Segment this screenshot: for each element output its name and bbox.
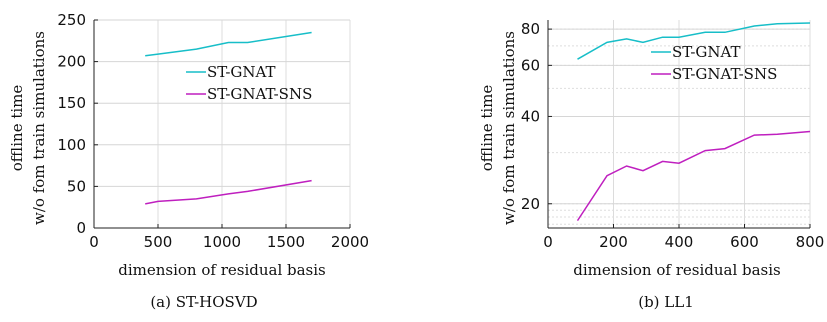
chart-b-xtick-label-2: 400	[665, 233, 694, 251]
chart-b-lines	[576, 22, 811, 222]
chart-b-ytick-label-1: 40	[521, 107, 540, 125]
chart-a-xtick-label-0: 0	[89, 233, 99, 251]
chart-a-ticks: 0 500 1000 1500 2000 0 50 100 150 200 250	[57, 11, 369, 251]
chart-b-series-st-gnat-line	[577, 22, 811, 60]
chart-a-grid	[93, 19, 351, 229]
chart-b-ytick-label-0: 20	[521, 195, 540, 213]
chart-a-legend: ST-GNAT ST-GNAT-SNS	[186, 63, 312, 103]
chart-a-ytick-label-2: 100	[57, 136, 86, 154]
chart-b-xtick-label-3: 600	[730, 233, 759, 251]
chart-a-lines	[145, 31, 312, 205]
chart-a: 0 500 1000 1500 2000 0 50 100 150 200 250 dimensio…	[8, 11, 369, 311]
chart-a-xtick-label-1: 500	[144, 233, 173, 251]
chart-b-xlabel: dimension of residual basis	[573, 261, 781, 279]
chart-a-ytick-label-3: 150	[57, 94, 86, 112]
chart-b-ticks: 0 200 400 600 800 20 40 60 80	[521, 20, 824, 251]
chart-a-xtick-label-3: 1500	[267, 233, 305, 251]
legend-label-st-gnat-a: ST-GNAT	[207, 63, 276, 81]
chart-b-series-st-gnat-sns-line	[576, 130, 811, 222]
chart-b-caption: (b) LL1	[638, 293, 694, 311]
legend-label-st-gnat-b: ST-GNAT	[672, 43, 741, 61]
chart-a-xlabel: dimension of residual basis	[118, 261, 326, 279]
chart-b-ylabel-line2: w/o fom train simulations	[500, 31, 518, 225]
chart-a-ylabel-line2: w/o fom train simulations	[30, 31, 48, 225]
chart-b-legend: ST-GNAT ST-GNAT-SNS	[651, 43, 777, 83]
chart-b-xtick-label-0: 0	[543, 233, 553, 251]
chart-b: 0 200 400 600 800 20 40 60 80 dimension of resid…	[478, 20, 824, 311]
chart-a-ylabel-line1: offline time	[8, 85, 26, 172]
chart-b-xtick-label-4: 800	[796, 233, 825, 251]
chart-a-series-st-gnat-sns-line	[145, 179, 312, 205]
chart-b-xtick-label-1: 200	[599, 233, 628, 251]
chart-b-ytick-label-3: 80	[521, 20, 540, 38]
legend-label-st-gnat-sns-a: ST-GNAT-SNS	[207, 85, 312, 103]
chart-a-ytick-label-5: 250	[57, 11, 86, 29]
chart-a-ytick-label-4: 200	[57, 53, 86, 71]
chart-b-ylabel-line1: offline time	[478, 85, 496, 172]
chart-a-xtick-label-2: 1000	[203, 233, 241, 251]
chart-a-xtick-label-4: 2000	[331, 233, 369, 251]
chart-a-caption: (a) ST-HOSVD	[150, 293, 257, 311]
chart-a-ytick-label-1: 50	[67, 177, 86, 195]
chart-a-ytick-label-0: 0	[76, 219, 86, 237]
chart-b-ytick-label-2: 60	[521, 56, 540, 74]
chart-a-series-st-gnat-line	[145, 31, 312, 57]
legend-label-st-gnat-sns-b: ST-GNAT-SNS	[672, 65, 777, 83]
